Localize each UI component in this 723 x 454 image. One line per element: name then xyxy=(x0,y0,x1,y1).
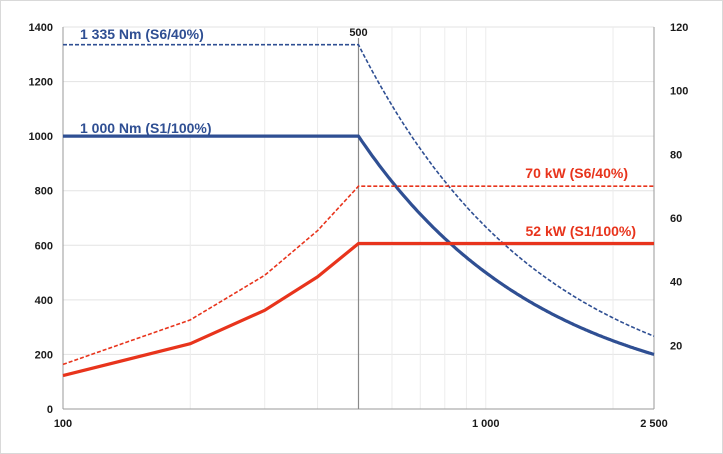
y-right-tick-label: 80 xyxy=(670,149,682,161)
series-line-3 xyxy=(62,241,654,378)
x-tick-label: 100 xyxy=(54,418,72,430)
x-tick-label: 1 000 xyxy=(472,418,500,430)
y-left-tick-label: 400 xyxy=(35,295,53,307)
y-right-tick-label: 60 xyxy=(670,213,682,225)
y-right-tick-label: 120 xyxy=(670,22,688,34)
y-right-tick-label: 100 xyxy=(670,86,688,98)
series-label-4: 70 kW (S6/40%) xyxy=(525,165,628,181)
labels: 1 000 Nm (S1/100%) 1 335 Nm (S6/40%) 52 kW… xyxy=(80,26,636,239)
axes: 0 200 400 600 800 1000 1200 1400 20 40 60 80 100 120 1… xyxy=(29,22,689,430)
x-tick-label: 2 500 xyxy=(640,418,668,430)
y-left-tick-label: 1400 xyxy=(29,22,53,34)
y-left-tick-label: 200 xyxy=(35,349,53,361)
y-right-tick-label: 40 xyxy=(670,277,682,289)
series-line-2 xyxy=(63,43,655,337)
y-left-tick-label: 1000 xyxy=(29,131,53,143)
y-right-tick-label: 20 xyxy=(670,340,682,352)
series-label-1: 1 000 Nm (S1/100%) xyxy=(80,120,212,136)
y-left-tick-label: 1200 xyxy=(29,77,53,89)
y-left-tick-label: 0 xyxy=(47,404,53,416)
series xyxy=(62,43,655,378)
x-tick-label: 500 xyxy=(349,27,367,39)
y-left-tick-label: 800 xyxy=(35,186,53,198)
series-label-2: 1 335 Nm (S6/40%) xyxy=(80,26,204,42)
y-left-tick-label: 600 xyxy=(35,240,53,252)
series-label-3: 52 kW (S1/100%) xyxy=(526,223,637,239)
